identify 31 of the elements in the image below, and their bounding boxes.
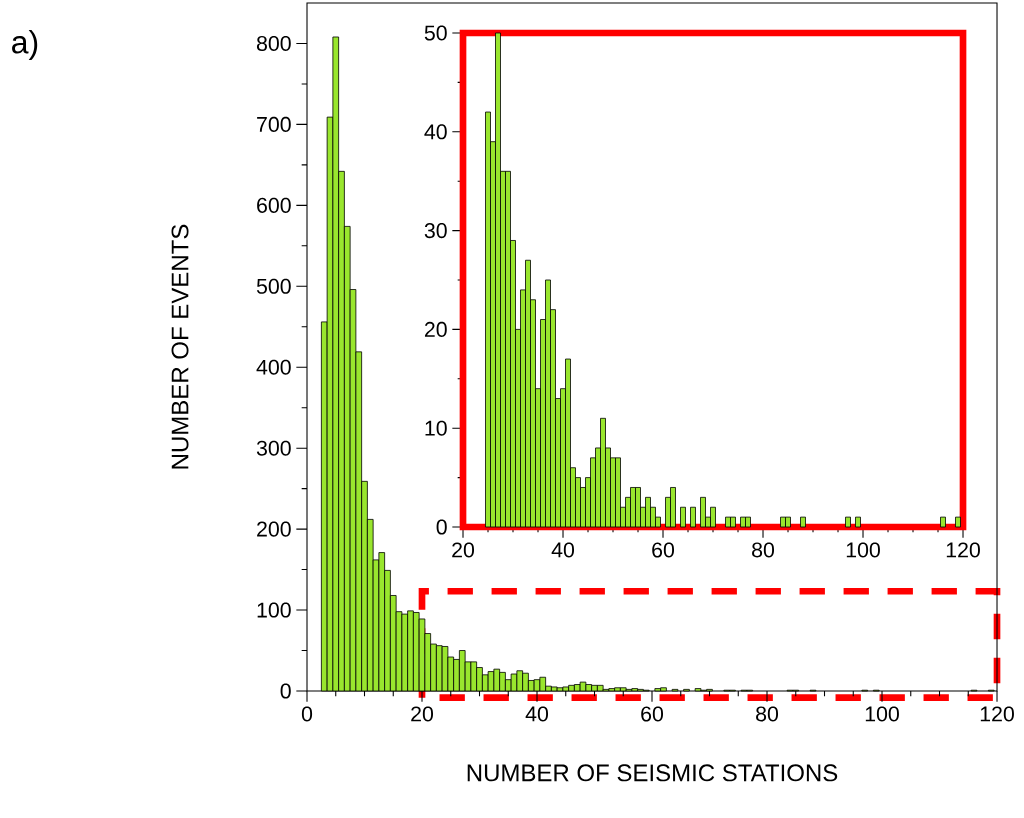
x-tick-label: 100 <box>865 706 899 722</box>
x-tick-label: 40 <box>525 706 549 722</box>
y-tick-label: 0 <box>280 683 291 699</box>
y-tick-label: 50 <box>424 25 447 41</box>
y-tick-label: 200 <box>257 521 291 537</box>
x-axis-title: NUMBER OF SEISMIC STATIONS <box>467 764 838 782</box>
text: a) <box>12 30 38 60</box>
x-tick-label: 20 <box>411 706 434 722</box>
x-tick-label: 0 <box>301 706 313 722</box>
x-tick-label: 60 <box>641 706 664 722</box>
y-tick-label: 300 <box>256 440 291 456</box>
x-tick-label: 40 <box>551 542 575 558</box>
y-tick-label: 20 <box>424 321 447 337</box>
x-tick-label: 80 <box>752 542 775 558</box>
x-tick-label: 80 <box>756 706 779 722</box>
y-tick-label: 40 <box>424 124 447 140</box>
y-tick-label: 100 <box>257 602 291 618</box>
x-tick-label: 60 <box>652 542 675 558</box>
y-tick-label: 600 <box>257 197 291 213</box>
y-tick-label: 500 <box>256 278 291 294</box>
x-tick-label: 120 <box>946 542 980 558</box>
y-axis-title: NUMBER OF EVENTS <box>171 224 189 469</box>
y-tick-label: 30 <box>424 223 447 239</box>
y-tick-label: 800 <box>256 35 291 52</box>
y-tick-label: 700 <box>257 116 291 132</box>
x-tick-label: 20 <box>452 542 475 558</box>
x-tick-label: 100 <box>846 542 880 558</box>
y-tick-label: 0 <box>436 519 447 535</box>
x-tick-label: 120 <box>980 706 1014 722</box>
y-tick-label: 10 <box>425 420 447 436</box>
y-tick-label: 400 <box>256 359 291 375</box>
